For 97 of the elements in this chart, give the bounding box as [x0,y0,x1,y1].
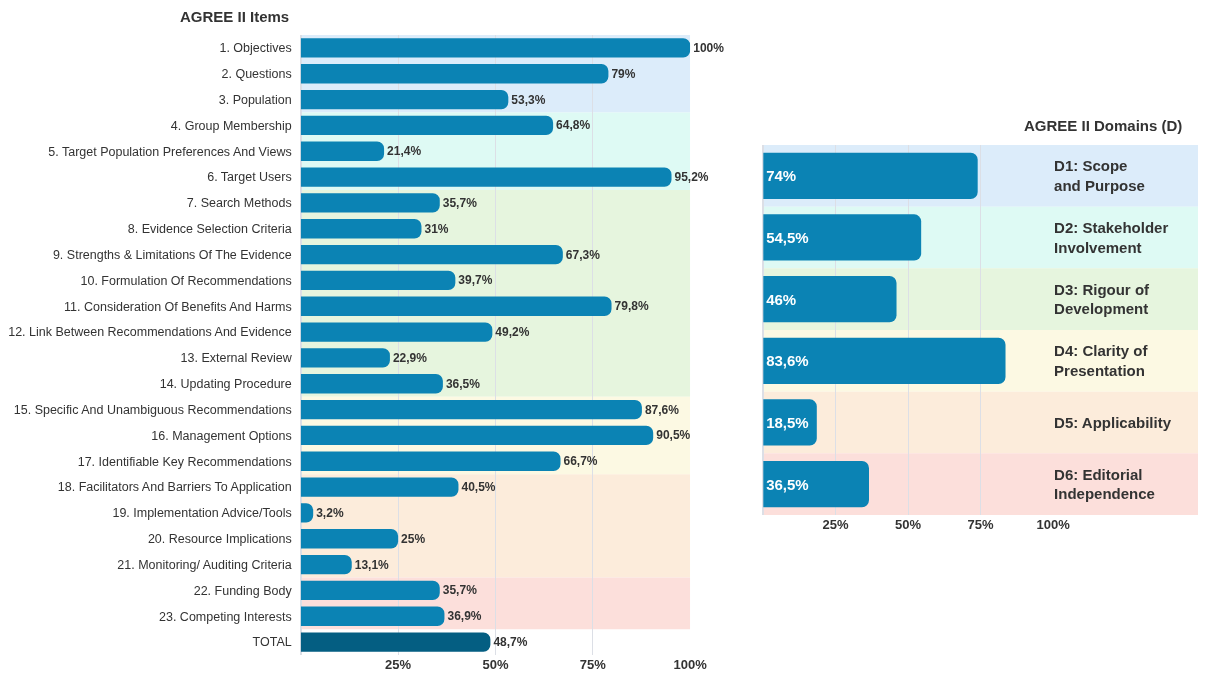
bar [763,276,897,323]
data-label: 87,6% [644,402,680,417]
y-tick-label: 18. Facilitators And Barriers To Application [57,480,292,495]
bar [300,632,491,652]
bar [300,322,493,342]
x-tick-label: 25% [385,657,412,672]
y-tick-label: 7. Search Methods [186,196,292,211]
bar [300,115,554,136]
bar [300,296,612,316]
bar [763,461,869,508]
data-label: 100% [693,40,725,55]
bar [300,425,654,446]
bar [300,193,440,213]
data-label: 35,7% [442,583,478,598]
bar [763,337,1006,384]
y-tick-label: 13. External Review [180,351,293,366]
data-label: 3,2% [316,505,344,520]
y-tick-label: 16. Management Options [151,428,292,443]
bar [300,244,563,265]
y-tick-label: D2: Stakeholder Involvement [1054,219,1169,256]
data-label: 39,7% [458,273,493,288]
y-tick-label: 2. Questions [221,67,292,82]
data-label: 36,5% [766,475,809,493]
data-label: 21,4% [387,144,422,159]
y-tick-label: 17. Identifiable Key Recommendations [77,454,292,469]
y-tick-label: TOTAL [252,635,292,650]
bar [300,374,443,394]
y-tick-label: 12. Link Between Recommendations And Evidence [8,325,292,340]
bar [300,554,352,575]
data-label: 18,5% [766,413,809,431]
bar [300,167,672,187]
data-label: 83,6% [766,352,809,370]
data-label: 67,3% [565,247,601,262]
data-label: 40,5% [461,480,496,495]
y-tick-label: 15. Specific And Unambiguous Recommendations [13,402,292,417]
y-tick-label: D1: Scope and Purpose [1054,157,1145,194]
y-tick-label: 22. Funding Body [193,583,293,598]
y-tick-label: 4. Group Membership [170,118,292,133]
data-label: 95,2% [674,170,709,185]
data-label: 49,2% [495,325,530,340]
data-label: 90,5% [656,428,691,443]
y-tick-label: D4: Clarity of Presentation [1054,342,1149,379]
bar [300,38,691,58]
data-label: 48,7% [493,635,528,650]
y-tick-label: D6: Editorial Independence [1054,465,1155,503]
data-label: 35,7% [442,195,478,210]
y-tick-label: 9. Strengths & Limitations Of The Evidence [52,247,292,262]
data-label: 46% [766,290,797,308]
bar [300,64,609,84]
data-label: 36,5% [445,376,481,391]
data-label: 54,5% [766,228,809,246]
y-tick-label: 3. Population [218,92,292,107]
bar [300,141,385,161]
bar [300,477,459,497]
x-tick-label: 100% [1036,517,1071,532]
y-tick-label: D3: Rigour of Development [1054,280,1151,318]
y-tick-label: 21. Monitoring/ Auditing Criteria [117,557,292,572]
bar [300,270,456,291]
bar [300,89,509,110]
bar [300,529,399,549]
bar [300,606,445,626]
data-label: 25% [401,531,426,546]
bar [300,580,440,601]
data-label: 66,7% [563,454,598,469]
data-label: 31% [424,221,449,236]
x-tick-label: 100% [673,657,708,672]
y-tick-label: 1. Objectives [219,41,292,56]
y-tick-label: 5. Target Population Preferences And Views [48,144,292,159]
y-tick-label: D5: Applicability [1054,413,1172,431]
y-tick-label: 14. Updating Procedure [159,377,292,392]
bar [300,399,642,420]
y-tick-label: 20. Resource Implications [147,532,292,547]
y-tick-label: 11. Consideration Of Benefits And Harms [64,299,292,314]
chart-title: AGREE II Items [180,8,290,25]
bar [300,348,390,368]
y-tick-label: 6. Target Users [207,170,292,185]
x-tick-label: 50% [895,517,922,532]
data-label: 79,8% [614,299,649,314]
data-label: 22,9% [392,350,428,365]
y-tick-label: 8. Evidence Selection Criteria [127,222,292,237]
x-tick-label: 75% [967,517,995,532]
data-label: 79% [611,66,636,81]
x-tick-label: 50% [482,657,509,672]
y-tick-label: 23. Competing Interests [159,609,292,624]
y-tick-label: 10. Formulation Of Recommendations [80,273,292,288]
bar [763,152,978,199]
y-tick-label: 19. Implementation Advice/Tools [112,506,292,521]
bar [300,219,422,239]
data-label: 64,8% [556,118,591,133]
x-tick-label: 75% [579,657,607,672]
data-label: 53,3% [511,92,546,107]
text: AGREE II Domains (D) [1024,117,1183,134]
x-tick-label: 25% [822,517,850,532]
bar [300,451,561,471]
data-label: 36,9% [447,609,482,624]
data-label: 74% [766,167,797,185]
data-label: 13,1% [354,557,390,572]
